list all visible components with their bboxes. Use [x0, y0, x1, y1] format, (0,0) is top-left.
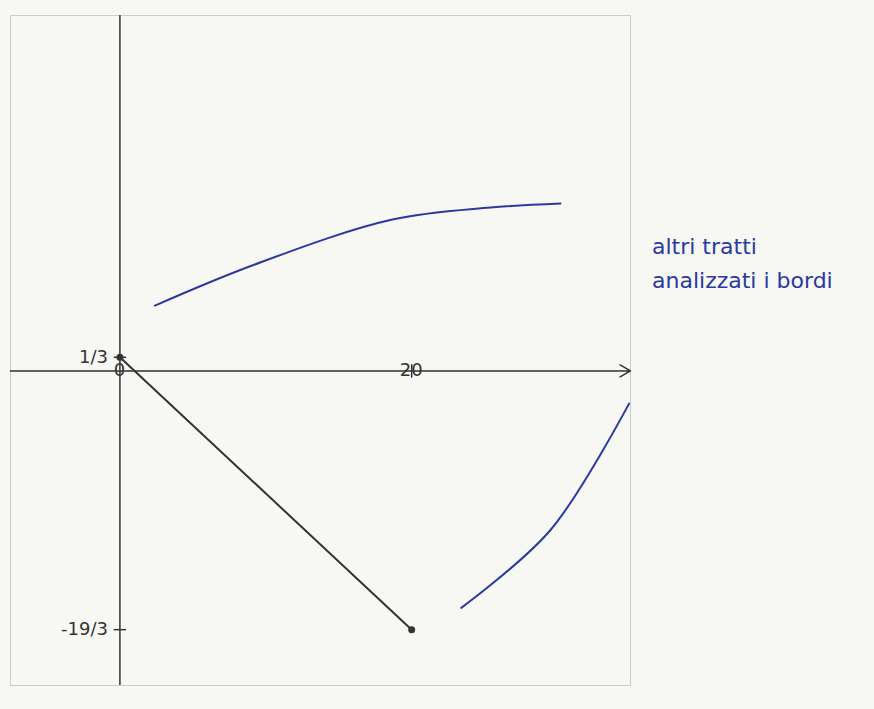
svg-text:-19/3: -19/3: [61, 618, 108, 639]
svg-text:0: 0: [114, 359, 125, 380]
svg-text:1/3: 1/3: [79, 346, 108, 367]
svg-text:20: 20: [400, 359, 423, 380]
html-text:altri tratti analizzati i bord: altri tratti analizzati i bordi: [652, 234, 833, 293]
